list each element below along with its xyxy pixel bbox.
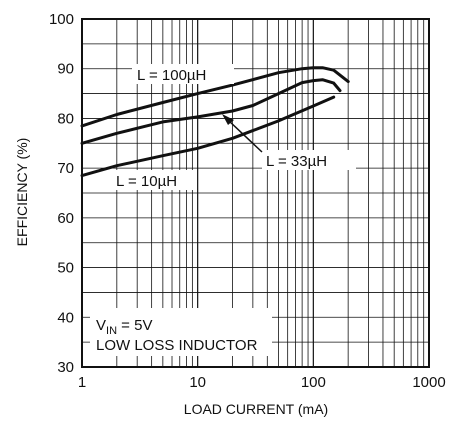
- condition-vin-prefix: V: [96, 317, 106, 334]
- y-tick-label: 50: [57, 260, 74, 277]
- y-tick-label: 70: [57, 160, 74, 177]
- x-tick-label: 1000: [412, 374, 445, 391]
- x-tick-label: 10: [189, 374, 206, 391]
- label-l33-arrowhead: [222, 114, 234, 125]
- series-lines: [80, 66, 350, 178]
- label-l100: L = 100µH: [137, 67, 206, 84]
- y-tick-label: 60: [57, 210, 74, 227]
- condition-vin: VIN = 5V: [96, 317, 152, 337]
- series-line-l10: [80, 95, 336, 178]
- condition-box: VIN = 5V LOW LOSS INDUCTOR: [90, 308, 272, 356]
- x-tick-label: 100: [301, 374, 326, 391]
- y-tick-label: 90: [57, 61, 74, 78]
- condition-vin-value: = 5V: [117, 317, 152, 334]
- annotation-l100: L = 100µH: [132, 64, 234, 84]
- x-tick-labels: 1 10 100 1000: [78, 374, 446, 391]
- plot-frame: [81, 18, 430, 368]
- y-axis-title: EFFICIENCY (%): [14, 138, 30, 247]
- y-tick-label: 40: [57, 309, 74, 326]
- label-l33: L = 33µH: [266, 153, 327, 170]
- y-tick-label: 80: [57, 110, 74, 127]
- y-tick-label: 30: [57, 359, 74, 376]
- annotation-l33: L = 33µH: [222, 114, 356, 170]
- label-l33-arrow-line: [227, 119, 263, 153]
- y-tick-label: 100: [49, 11, 74, 28]
- annotation-l10: L = 10µH: [112, 170, 196, 190]
- x-axis-title: LOAD CURRENT (mA): [184, 401, 328, 417]
- condition-inductor: LOW LOSS INDUCTOR: [96, 337, 258, 354]
- condition-vin-subscript: IN: [106, 325, 117, 337]
- label-l10: L = 10µH: [116, 173, 177, 190]
- x-tick-label: 1: [78, 374, 86, 391]
- series-line-l100: [80, 66, 350, 128]
- y-tick-labels: 30 40 50 60 70 80 90 100: [49, 11, 74, 376]
- series-line-l33: [80, 78, 342, 145]
